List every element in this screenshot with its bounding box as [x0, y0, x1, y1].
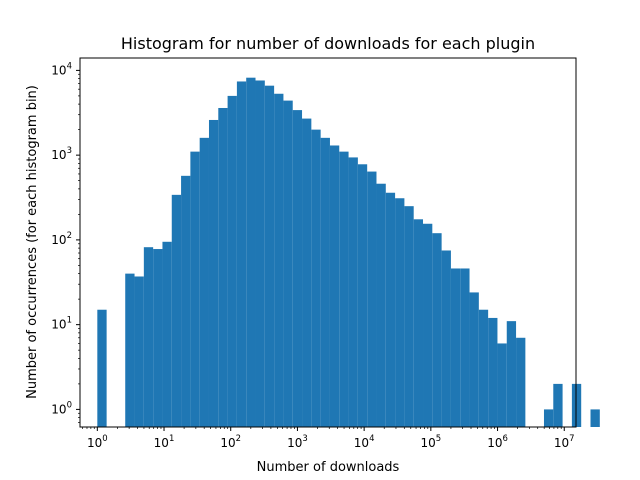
histogram-bar	[134, 276, 144, 427]
y-tick-label: 100	[51, 400, 72, 416]
histogram-bar	[143, 247, 154, 427]
histogram-bar	[404, 206, 414, 427]
histogram-bar	[553, 383, 563, 427]
histogram-bar	[199, 137, 209, 427]
histogram-bar	[488, 317, 498, 427]
histogram-bar	[516, 337, 526, 427]
histogram-bar	[376, 183, 386, 427]
chart-title: Histogram for number of downloads for ea…	[121, 34, 535, 53]
histogram-bars	[97, 77, 600, 428]
x-tick-label: 107	[554, 434, 575, 450]
histogram-bar	[357, 164, 368, 427]
histogram-bar	[423, 223, 433, 427]
histogram-bar	[181, 175, 191, 427]
histogram-bar	[283, 100, 293, 428]
plot-frame	[79, 57, 577, 428]
x-tick-label: 105	[420, 434, 441, 450]
histogram-bar	[329, 145, 340, 427]
histogram-bar	[450, 268, 461, 427]
histogram-bar	[590, 409, 600, 427]
x-tick-label: 103	[287, 434, 308, 450]
histogram-bar	[571, 383, 582, 427]
histogram-bar	[97, 309, 107, 427]
x-tick-label: 100	[87, 434, 108, 450]
histogram-bar	[469, 292, 479, 427]
x-axis-label: Number of downloads	[257, 460, 400, 475]
x-tick-label: 106	[487, 434, 508, 450]
histogram-bar	[227, 95, 237, 428]
histogram-bar	[320, 137, 330, 427]
y-tick-label: 103	[51, 146, 72, 162]
histogram-bar	[506, 321, 517, 427]
histogram-bar	[125, 273, 135, 427]
x-tick-label: 104	[354, 434, 375, 450]
histogram-bar	[432, 233, 442, 427]
y-axis-label: Number of occurrences (for each histogra…	[25, 85, 40, 399]
histogram-bar	[478, 309, 489, 427]
histogram-bar	[246, 77, 256, 428]
histogram-bar	[413, 219, 424, 427]
x-axis-ticks: 100 101 102 103 104 105 106 107	[82, 427, 575, 450]
x-tick-label: 101	[154, 434, 175, 450]
x-tick-label: 102	[220, 434, 241, 450]
histogram-bar	[460, 268, 470, 427]
y-tick-label: 102	[51, 231, 72, 247]
histogram-bar	[311, 129, 321, 427]
histogram-bar	[292, 110, 303, 427]
histogram-bar	[153, 249, 163, 427]
histogram-bar	[339, 151, 349, 428]
histogram-bar	[255, 80, 265, 428]
histogram-bar	[236, 81, 247, 427]
y-tick-label: 104	[51, 61, 72, 77]
histogram-bar	[190, 151, 200, 428]
histogram-bar	[218, 107, 228, 427]
histogram-bar	[543, 409, 554, 427]
histogram-bar	[171, 194, 182, 427]
histogram-bar	[395, 198, 405, 427]
histogram-bar	[208, 119, 219, 427]
histogram-bar	[385, 192, 396, 427]
y-tick-label: 101	[51, 316, 72, 332]
histogram-bar	[302, 118, 312, 427]
histogram-bar	[367, 171, 377, 427]
histogram-bar	[348, 157, 358, 427]
histogram-bar	[264, 85, 275, 427]
histogram-bar	[441, 250, 451, 427]
histogram-bar	[497, 343, 507, 427]
histogram-bar	[162, 241, 172, 427]
histogram-bar	[274, 93, 284, 427]
